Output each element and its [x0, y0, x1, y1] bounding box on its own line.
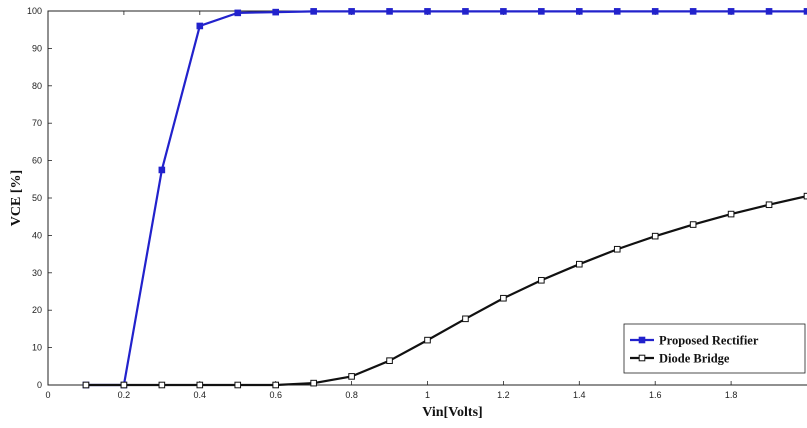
y-tick-label: 60	[32, 156, 42, 166]
data-point	[727, 8, 735, 15]
series-1	[82, 192, 807, 389]
x-tick-label: 0.6	[269, 390, 282, 400]
x-tick-label: 0.4	[194, 390, 207, 400]
x-tick-label: 1.8	[725, 390, 738, 400]
data-point	[613, 245, 621, 253]
x-tick-label: 1.2	[497, 390, 510, 400]
data-point	[234, 381, 242, 389]
x-axis-ticks: 0 0.2 0.4 0.6 0.8 1 1.2 1.4 1.6 1.8	[45, 11, 737, 400]
x-tick-label: 0	[45, 390, 50, 400]
data-point	[613, 8, 621, 15]
y-tick-label: 50	[32, 193, 42, 203]
data-point	[348, 8, 355, 15]
series-layer	[82, 8, 807, 389]
data-point	[651, 232, 659, 240]
data-point	[576, 8, 583, 15]
legend-label: Diode Bridge	[659, 352, 730, 366]
y-tick-label: 70	[32, 118, 42, 128]
data-point	[196, 381, 204, 389]
data-point	[765, 8, 773, 15]
x-tick-label: 0.2	[118, 390, 131, 400]
legend-entry: Proposed Rectifier	[630, 334, 759, 348]
y-tick-label: 100	[27, 6, 42, 16]
data-point	[386, 357, 393, 364]
data-point	[158, 166, 166, 174]
y-tick-label: 20	[32, 305, 42, 315]
data-point	[651, 8, 659, 15]
data-point	[386, 8, 393, 15]
data-point	[803, 192, 807, 200]
data-point	[462, 315, 469, 323]
data-point	[689, 221, 697, 228]
data-point	[576, 260, 583, 268]
y-tick-label: 80	[32, 81, 42, 91]
data-point	[196, 22, 204, 30]
x-tick-label: 1.6	[649, 390, 662, 400]
data-point	[424, 336, 431, 344]
data-point	[765, 201, 773, 209]
series-0	[82, 8, 807, 389]
data-point	[272, 381, 279, 389]
data-point	[500, 294, 507, 302]
data-point	[310, 8, 317, 15]
data-point	[348, 373, 355, 380]
data-point	[120, 381, 128, 389]
series-line	[85, 195, 807, 387]
data-point	[82, 381, 90, 389]
x-tick-label: 1	[425, 390, 430, 400]
x-tick-label: 0.8	[345, 390, 358, 400]
data-point	[538, 276, 545, 284]
legend-label: Proposed Rectifier	[659, 334, 759, 348]
data-point	[424, 8, 431, 15]
y-tick-label: 30	[32, 268, 42, 278]
y-axis-ticks: 0 10 20 30 40 50 60 70 80 90 100	[27, 6, 52, 390]
y-tick-label: 10	[32, 343, 42, 353]
data-point	[272, 8, 279, 16]
data-point	[158, 381, 166, 389]
data-point	[803, 8, 807, 15]
legend-marker	[638, 354, 646, 362]
series-line	[85, 10, 807, 387]
legend-box	[623, 323, 806, 374]
legend-entry: Diode Bridge	[630, 352, 730, 366]
data-point	[234, 9, 242, 17]
y-tick-label: 40	[32, 230, 42, 240]
legend-marker	[638, 336, 646, 344]
y-tick-label: 90	[32, 43, 42, 53]
x-tick-label: 1.4	[573, 390, 586, 400]
data-point	[538, 8, 545, 15]
y-tick-label: 0	[37, 380, 42, 390]
data-point	[689, 8, 697, 15]
data-point	[500, 8, 507, 15]
data-point	[727, 210, 735, 218]
x-axis-label: Vin[Volts]	[422, 405, 482, 420]
data-point	[310, 379, 317, 387]
legend: Proposed Rectifier Diode Bridge	[623, 323, 806, 374]
data-point	[462, 8, 469, 15]
y-axis-label: VCE [%]	[9, 170, 24, 226]
